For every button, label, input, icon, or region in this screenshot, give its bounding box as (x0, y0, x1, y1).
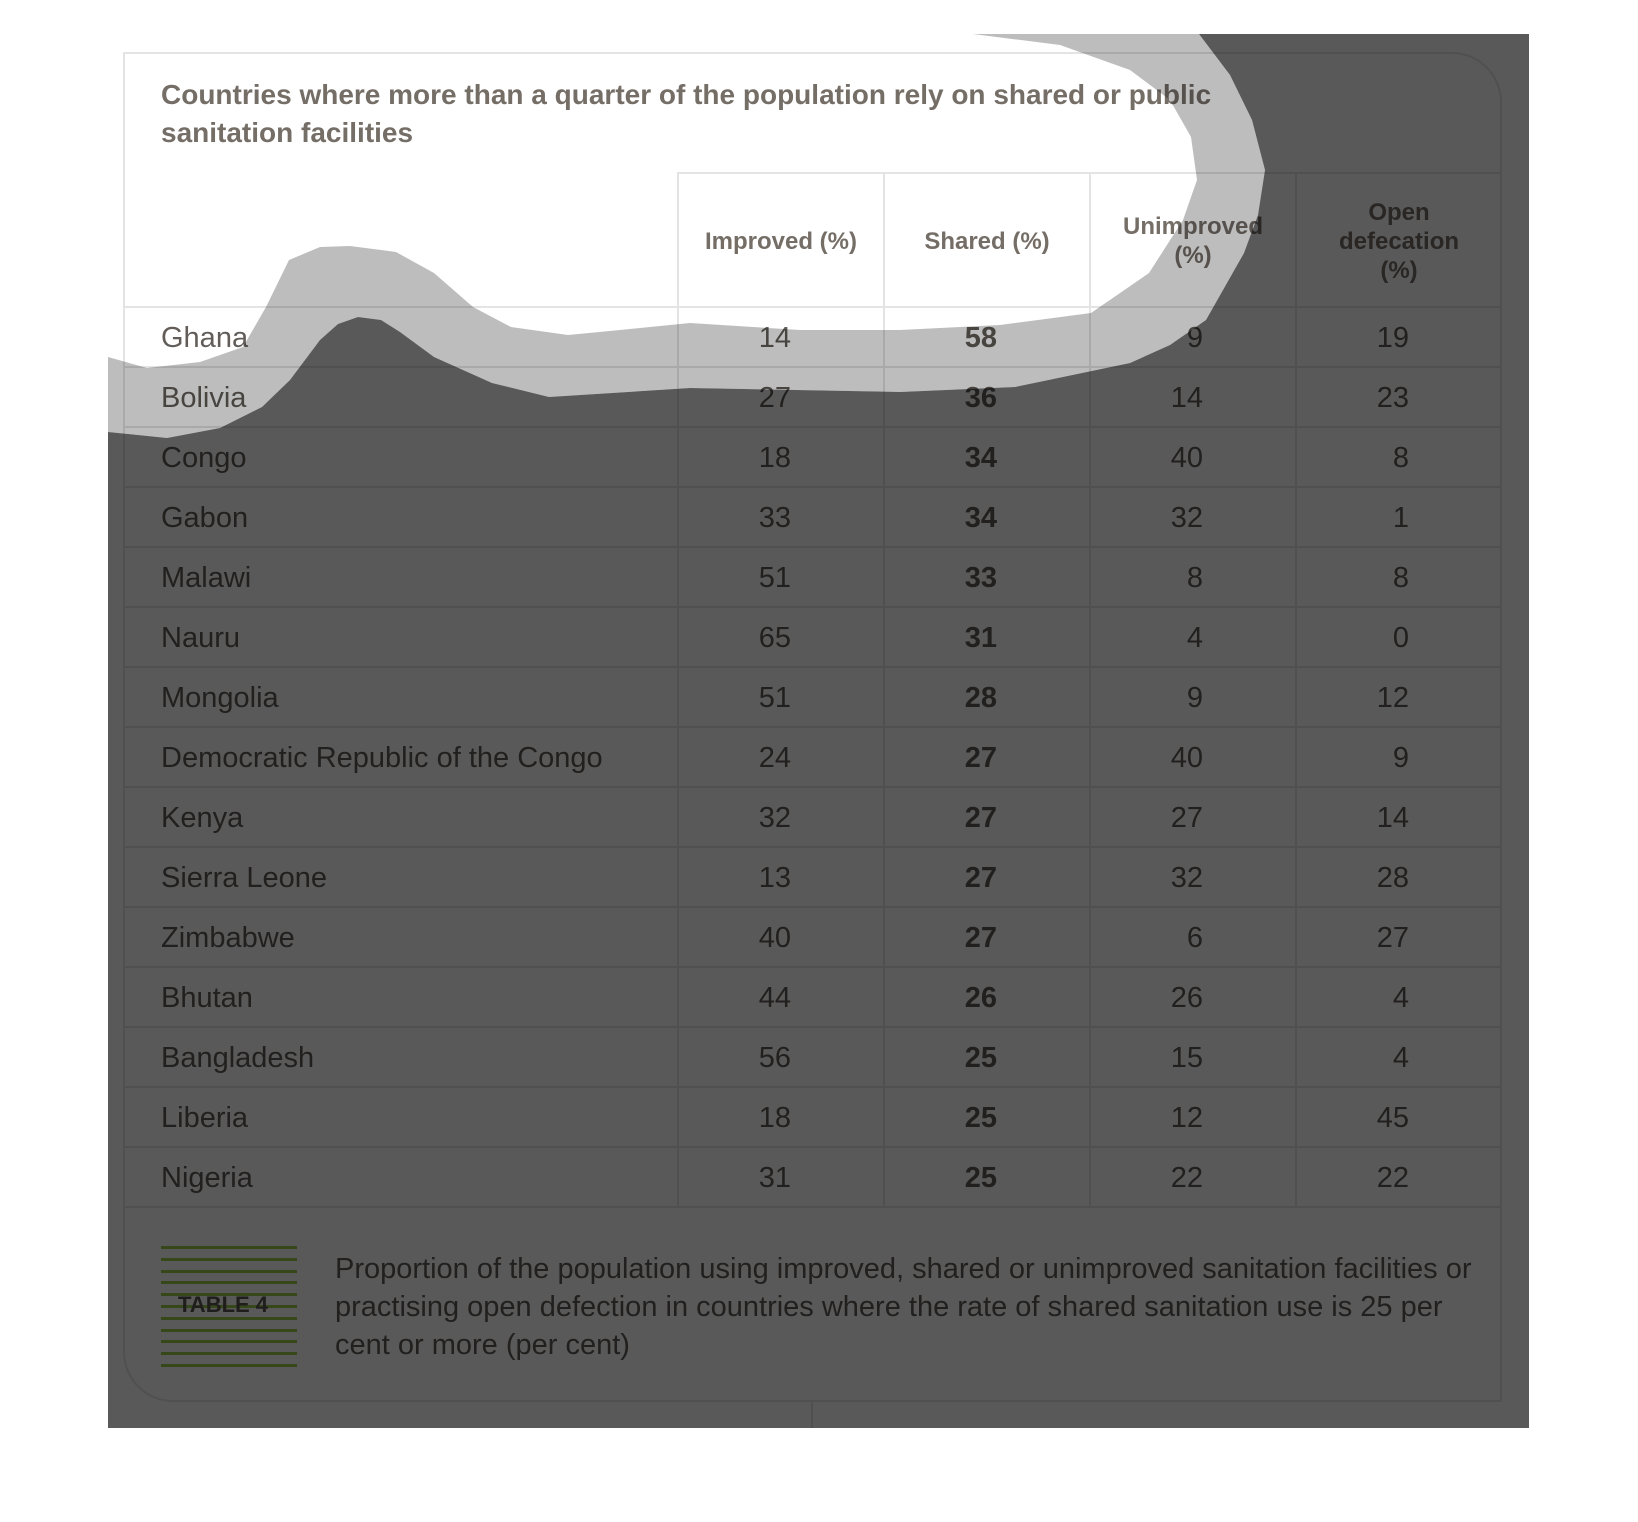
shared-cell: 25 (964, 1042, 997, 1074)
table-caption: Proportion of the population using impro… (335, 1253, 1472, 1361)
country-cell: Sierra Leone (161, 862, 328, 894)
unimproved-cell: 40 (1170, 442, 1203, 474)
shared-cell: 25 (964, 1102, 997, 1134)
open-cell: 27 (1376, 922, 1409, 954)
improved-cell: 65 (758, 622, 791, 654)
column-header-line: defecation (1338, 227, 1460, 255)
shared-cell: 34 (964, 442, 997, 474)
unimproved-cell: 32 (1170, 502, 1203, 534)
open-cell: 0 (1392, 622, 1409, 654)
unimproved-cell: 40 (1170, 742, 1203, 774)
stripe-line (161, 1246, 297, 1249)
country-cell: Ghana (161, 322, 249, 354)
unimproved-cell: 12 (1170, 1102, 1203, 1134)
shared-cell: 58 (964, 322, 997, 354)
unimproved-cell: 22 (1170, 1162, 1203, 1194)
column-header: Unimproved (%) (1090, 212, 1296, 270)
open-cell: 4 (1392, 982, 1409, 1014)
country-cell: Zimbabwe (161, 922, 295, 954)
column-header-line: Shared (%) (924, 227, 1050, 255)
unimproved-cell: 9 (1186, 322, 1203, 354)
divider (811, 1402, 813, 1428)
country-cell: Nigeria (161, 1162, 253, 1194)
improved-cell: 13 (758, 862, 791, 894)
open-cell: 4 (1392, 1042, 1409, 1074)
shared-cell: 34 (964, 502, 997, 534)
improved-cell: 18 (758, 442, 791, 474)
open-cell: 28 (1376, 862, 1409, 894)
improved-cell: 32 (758, 802, 791, 834)
improved-cell: 40 (758, 922, 791, 954)
column-header-line: Unimproved (1122, 213, 1263, 240)
shared-cell: 27 (964, 802, 997, 834)
column-header-line: Open (1368, 198, 1430, 226)
improved-cell: 56 (758, 1042, 791, 1074)
open-cell: 1 (1392, 502, 1409, 534)
open-cell: 9 (1392, 742, 1409, 774)
open-cell: 45 (1376, 1102, 1409, 1134)
country-cell: Bangladesh (161, 1042, 315, 1074)
improved-cell: 31 (758, 1162, 791, 1194)
open-cell: 23 (1376, 382, 1409, 414)
country-cell: Democratic Republic of the Congo (161, 742, 603, 774)
column-header-line: (%) (1174, 242, 1212, 269)
unimproved-cell: 26 (1170, 982, 1203, 1014)
table-title: Countries where more than a quarter of t… (161, 79, 1212, 148)
country-cell: Bolivia (161, 382, 247, 414)
open-cell: 14 (1376, 802, 1409, 834)
improved-cell: 18 (758, 1102, 791, 1134)
column-header: Open defecation (%) (1296, 198, 1502, 285)
unimproved-cell: 32 (1170, 862, 1203, 894)
improved-cell: 44 (758, 982, 791, 1014)
improved-cell: 24 (758, 742, 791, 774)
open-cell: 8 (1392, 562, 1409, 594)
shared-cell: 36 (964, 382, 997, 414)
unimproved-cell: 27 (1170, 802, 1203, 834)
country-cell: Liberia (161, 1102, 249, 1134)
unimproved-cell: 4 (1186, 622, 1203, 654)
shared-cell: 28 (964, 682, 997, 714)
stripe-line (161, 1364, 297, 1367)
open-cell: 8 (1392, 442, 1409, 474)
country-cell: Gabon (161, 502, 249, 534)
shared-cell: 26 (964, 982, 997, 1014)
open-cell: 19 (1376, 322, 1409, 354)
improved-cell: 51 (758, 682, 791, 714)
shared-cell: 27 (964, 922, 997, 954)
country-cell: Mongolia (161, 682, 279, 714)
unimproved-cell: 9 (1186, 682, 1203, 714)
country-cell: Kenya (161, 802, 244, 834)
stripe-line (161, 1340, 297, 1344)
column-header-line: Improved (%) (704, 227, 857, 255)
shared-cell: 31 (964, 622, 997, 654)
unimproved-cell: 6 (1186, 922, 1203, 954)
column-header: Shared (%) (884, 227, 1090, 256)
unimproved-cell: 15 (1170, 1042, 1203, 1074)
open-cell: 12 (1376, 682, 1409, 714)
stripe-line (161, 1257, 297, 1261)
column-header: Improved (%) (678, 227, 884, 256)
open-cell: 22 (1376, 1162, 1409, 1194)
shared-cell: 27 (964, 742, 997, 774)
column-header-line: (%) (1380, 256, 1418, 284)
improved-cell: 51 (758, 562, 791, 594)
improved-cell: 27 (758, 382, 791, 414)
stripe-line (161, 1328, 297, 1332)
stripe-line (161, 1281, 297, 1285)
unimproved-cell: 14 (1170, 382, 1203, 414)
shared-cell: 33 (964, 562, 997, 594)
country-cell: Congo (161, 442, 247, 474)
improved-cell: 33 (758, 502, 791, 534)
shared-cell: 25 (964, 1162, 997, 1194)
country-cell: Malawi (161, 562, 252, 594)
stripe-line (161, 1269, 297, 1273)
table-label: TABLE 4 (178, 1292, 269, 1317)
unimproved-cell: 8 (1186, 562, 1203, 594)
improved-cell: 14 (758, 322, 791, 354)
shared-cell: 27 (964, 862, 997, 894)
stripe-line (161, 1352, 297, 1356)
country-cell: Bhutan (161, 982, 253, 1014)
country-cell: Nauru (161, 622, 240, 654)
